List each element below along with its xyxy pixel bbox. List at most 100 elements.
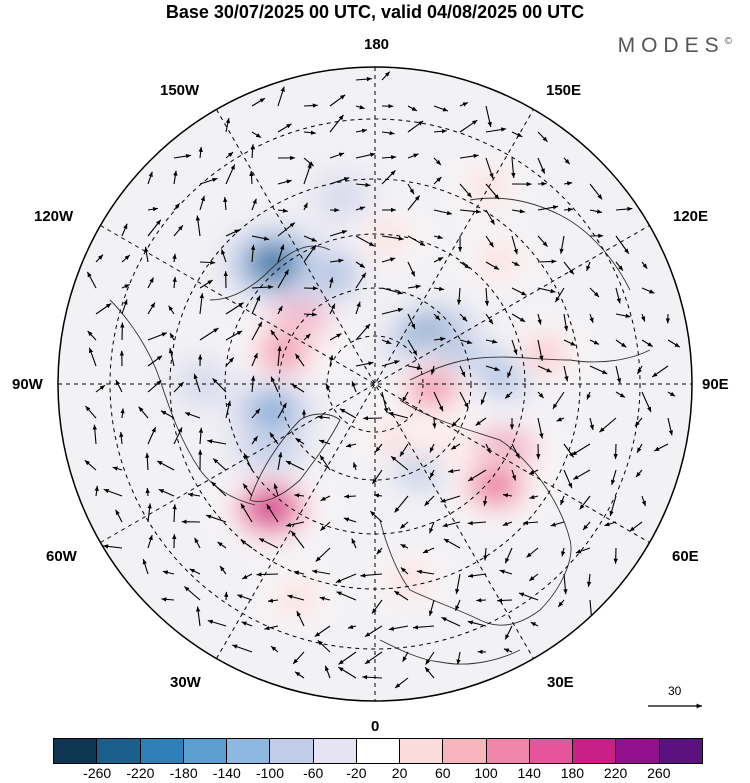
wind-arrow [604,521,617,527]
colorbar-swatch [140,739,184,763]
wind-arrow [147,277,154,289]
wind-arrow [589,365,608,375]
wind-arrow [317,639,331,653]
wind-arrow [485,235,494,248]
wind-arrow [173,202,181,211]
wind-arrow [407,105,418,112]
wind-arrow [147,534,153,549]
wind-arrow [173,381,184,393]
colorbar-tick-label: -220 [126,765,155,781]
anomaly-blob [484,251,511,272]
wind-arrow [537,287,556,294]
wind-arrow [142,558,149,575]
wind-arrow [145,487,150,497]
wind-arrow [352,462,358,471]
wind-arrow [199,327,219,341]
wind-arrow [355,301,361,315]
wind-arrow [219,565,227,575]
wind-arrow [433,313,441,321]
wind-arrow [147,332,168,341]
wind-arrow [277,222,296,237]
wind-arrow [258,537,279,549]
wind-arrow [381,391,389,414]
wind-arrow [381,257,396,263]
wind-arrow [183,586,201,601]
wind-arrow [115,509,123,523]
wind-arrow [563,157,571,165]
wind-arrow [393,590,409,601]
wind-arrow [287,594,305,601]
wind-arrow [207,439,227,445]
siberia-coast [409,349,651,381]
wind-arrow [225,229,240,237]
wind-arrow [537,235,548,247]
wind-arrow [635,469,643,478]
wind-arrow [115,379,123,393]
wind-arrow [563,181,573,186]
wind-arrow [467,469,487,482]
wind-arrow [237,594,253,601]
wind-arrow [303,103,318,108]
wind-arrow [225,117,231,133]
wind-arrow [329,333,342,341]
wind-arrow [303,163,312,185]
wind-arrow [559,235,565,254]
wind-arrow [173,427,183,445]
wind-arrow [355,128,368,133]
wind-arrow [87,330,97,341]
wind-arrow [511,157,516,179]
wind-arrow [381,307,404,315]
wind-arrow [158,488,175,497]
wind-arrow [407,195,421,211]
wind-arrow [329,354,334,367]
wind-arrow [636,365,643,375]
anomaly-blob [328,186,357,209]
wind-arrow [402,651,409,662]
wind-arrow [388,411,409,419]
wind-arrow [303,130,316,135]
wind-arrow [85,405,97,419]
wind-arrow [364,625,383,638]
graticule [58,67,692,701]
wind-arrow [225,164,236,185]
wind-arrow [518,592,539,601]
wind-arrow [173,224,184,237]
wind-arrow [369,510,383,523]
wind-arrow [147,302,156,315]
wind-arrow [459,209,481,214]
wind-arrow [610,469,617,486]
wind-arrow [251,295,261,315]
wind-arrow [147,207,158,212]
wind-arrow [277,179,292,185]
wind-arrow [430,365,436,375]
wind-arrow [599,417,617,433]
wind-arrow [459,391,469,409]
wind-arrow [451,417,461,428]
colorbar-tick-label: -140 [212,765,241,781]
wind-arrow [442,521,461,528]
wind-arrow [448,468,461,474]
wind-arrow [537,259,557,264]
wind-arrow [425,651,435,665]
wind-arrow [537,417,544,439]
wind-arrow [375,443,383,453]
wind-arrow [225,400,232,419]
wind-arrow [579,495,591,510]
wind-arrow [355,323,371,341]
wind-arrow [422,547,435,554]
wind-arrow [225,151,234,159]
anomaly-blob [396,570,423,592]
wind-arrow [92,424,98,445]
colorbar-tick-label: 60 [435,765,451,781]
wind-arrow [429,443,435,453]
wind-arrow [484,287,490,306]
wind-arrow [429,469,435,479]
wind-arrow [586,573,592,587]
wind-arrow [407,339,418,356]
wind-arrow [667,417,674,436]
wind-arrow [210,481,227,497]
wind-arrow [459,261,470,269]
wind-arrow [450,443,461,450]
wind-arrow [433,234,443,240]
wind-arrow [355,235,375,247]
